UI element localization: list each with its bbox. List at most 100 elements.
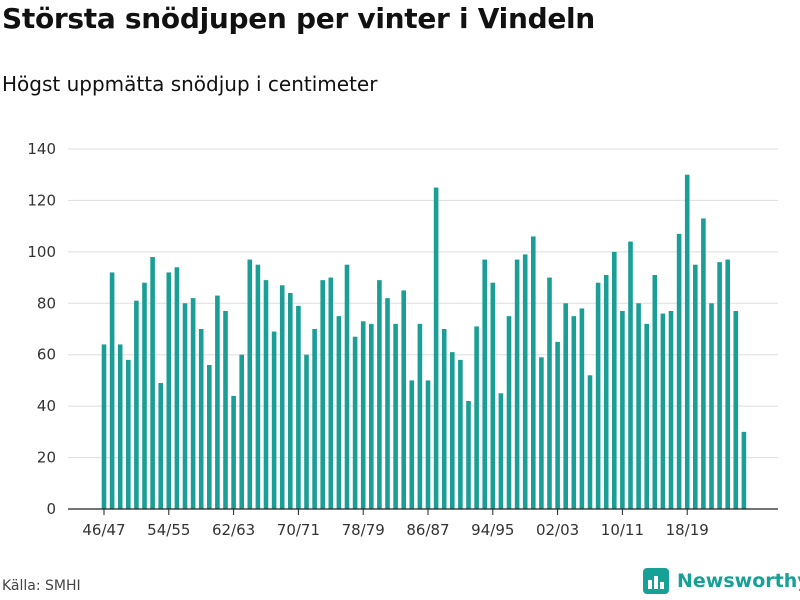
bar-76/77 [344, 264, 350, 509]
bar-21/22 [709, 303, 714, 509]
bar-82/83 [393, 323, 398, 509]
bar-69/70 [288, 293, 293, 509]
bar-75/76 [336, 316, 342, 509]
y-tick-label: 120 [27, 191, 56, 209]
bar-96/97 [506, 316, 512, 509]
chart-subtitle: Högst uppmätta snödjup i centimeter [2, 72, 378, 96]
bar-04/05 [571, 316, 577, 509]
bar-16/17 [668, 311, 674, 509]
x-tick-label: 70/71 [277, 521, 320, 539]
bar-97/98 [514, 259, 520, 509]
y-tick-label: 40 [37, 397, 56, 415]
bar-48/49 [117, 344, 123, 509]
bar-74/75 [328, 277, 334, 509]
bar-95/96 [498, 393, 504, 509]
bar-93/94 [482, 259, 487, 509]
bar-49/50 [126, 359, 131, 509]
x-tick-label: 54/55 [147, 521, 190, 539]
bar-70/71 [296, 305, 301, 509]
bar-77/78 [352, 336, 358, 509]
x-tick-label: 18/19 [666, 521, 709, 539]
y-tick-label: 140 [27, 140, 56, 158]
x-tick-label: 10/11 [601, 521, 644, 539]
bar-59/60 [207, 365, 212, 509]
bar-undefined [733, 311, 739, 509]
y-tick-label: 100 [27, 243, 56, 261]
bar-72/73 [312, 329, 317, 509]
bar-15/16 [660, 313, 666, 509]
bar-66/67 [263, 280, 269, 509]
bar-13/14 [644, 323, 649, 509]
bar-18/19 [684, 174, 690, 509]
bar-05/06 [579, 308, 585, 509]
bar-07/08 [595, 282, 601, 509]
bar-12/13 [636, 303, 641, 509]
bars [101, 174, 747, 510]
brand-name: Newsworthy [677, 570, 800, 592]
y-tick-label: 20 [37, 449, 56, 467]
bar-11/12 [628, 241, 633, 509]
bar-14/15 [652, 275, 658, 509]
y-tick-label: 0 [46, 500, 56, 518]
bar-98/99 [522, 254, 528, 509]
bar-89/90 [450, 352, 455, 509]
bar-06/07 [587, 375, 593, 509]
bar-79/80 [369, 323, 374, 509]
bar-65/66 [255, 264, 261, 509]
bar-10/11 [620, 311, 625, 509]
bar-63/64 [239, 354, 244, 509]
bar-56/57 [182, 303, 188, 509]
bar-92/93 [474, 326, 479, 509]
bar-83/84 [401, 290, 406, 509]
bar-23/24 [725, 259, 730, 509]
bar-02/03 [555, 341, 560, 509]
bar-58/59 [198, 329, 204, 509]
bar-71/72 [304, 354, 309, 509]
bar-51/52 [142, 282, 147, 509]
bar-81/82 [385, 298, 390, 509]
x-tick-label: 46/47 [82, 521, 125, 539]
y-tick-label: 80 [37, 294, 56, 312]
bar-22/23 [717, 262, 722, 509]
bar-50/51 [134, 300, 139, 509]
x-tick-label: 02/03 [536, 521, 579, 539]
bar-78/79 [360, 321, 366, 509]
x-axis: 46/47 54/55 62/63 70/71 78/79 86/87 94/95 02/03… [82, 509, 709, 539]
bar-87/88 [433, 187, 439, 509]
bar-47/48 [109, 272, 115, 509]
bar-20/21 [701, 218, 706, 509]
bar-00/01 [539, 357, 544, 509]
bar-54/55 [166, 272, 172, 509]
bar-61/62 [223, 311, 228, 509]
bar-85/86 [417, 323, 423, 509]
bar-57/58 [190, 298, 196, 509]
x-tick-label: 78/79 [342, 521, 385, 539]
bar-53/54 [158, 383, 163, 509]
brand-logo: Newsworthy [643, 568, 800, 594]
x-tick-label: 94/95 [471, 521, 514, 539]
y-tick-label: 60 [37, 346, 56, 364]
bar-undefined [741, 431, 747, 509]
bar-09/10 [612, 251, 617, 510]
bar-03/04 [563, 303, 568, 509]
y-axis: 0 20 40 60 80 100 120 140 [27, 140, 56, 518]
x-tick-label: 86/87 [406, 521, 449, 539]
bar-52/53 [150, 257, 155, 509]
bar-80/81 [377, 280, 382, 509]
bar-55/56 [174, 267, 180, 509]
bar-73/74 [320, 280, 325, 509]
bar-19/20 [693, 264, 698, 509]
bar-88/89 [441, 329, 447, 509]
chart-title: Största snödjupen per vinter i Vindeln [2, 2, 595, 35]
bar-91/92 [466, 401, 471, 509]
bar-68/69 [279, 285, 285, 509]
bar-67/68 [271, 331, 277, 509]
bar-94/95 [490, 282, 496, 509]
bar-90/91 [458, 359, 463, 509]
bar-46/47 [101, 344, 107, 509]
source-note: Källa: SMHI [2, 578, 81, 594]
newsworthy-logo-icon [643, 568, 669, 594]
bar-01/02 [547, 277, 552, 509]
bar-62/63 [231, 395, 236, 509]
